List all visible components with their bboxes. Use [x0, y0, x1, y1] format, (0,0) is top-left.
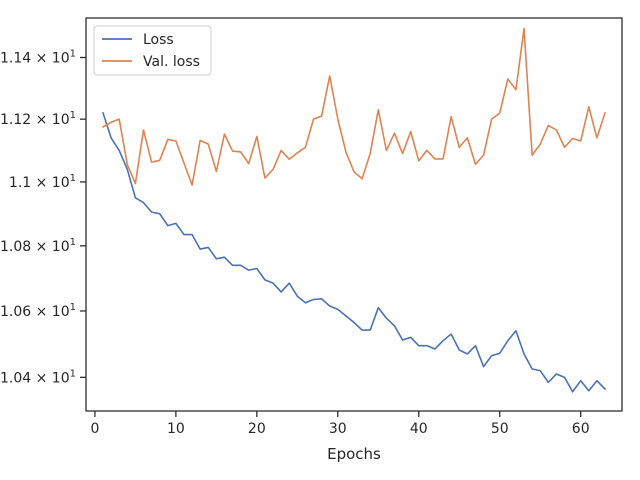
axes-frame	[85, 17, 623, 412]
y-axis: 1.04 × 101 1.06 × 101 1.08 × 101 1.1 × 101 1…	[0, 49, 86, 386]
y-tick-label: 1.14 × 101	[0, 49, 76, 67]
x-tick-label: 30	[329, 421, 347, 437]
y-tick-label: 1.12 × 101	[0, 110, 76, 128]
series-line-val-loss	[101, 27, 607, 186]
x-tick-label: 10	[167, 421, 185, 437]
plot-area	[101, 27, 607, 393]
x-tick-label: 60	[572, 421, 590, 437]
y-tick-label: 1.04 × 101	[0, 368, 76, 386]
y-tick-label: 1.06 × 101	[0, 302, 76, 320]
legend-label-loss: Loss	[143, 32, 174, 48]
x-tick-label: 50	[491, 421, 509, 437]
legend-label-val-loss: Val. loss	[143, 54, 200, 70]
x-tick-label: 0	[90, 421, 99, 437]
series-line-loss	[101, 111, 607, 393]
x-axis: 0 10 20 30 40 50 60	[90, 411, 590, 437]
series-layer	[101, 27, 607, 393]
y-tick-label: 1.08 × 101	[0, 237, 76, 255]
y-tick-label: 1.1 × 101	[9, 173, 76, 191]
x-tick-label: 40	[410, 421, 428, 437]
x-tick-label: 20	[248, 421, 266, 437]
legend: Loss Val. loss	[93, 25, 212, 76]
x-axis-label: Epochs	[327, 445, 381, 463]
